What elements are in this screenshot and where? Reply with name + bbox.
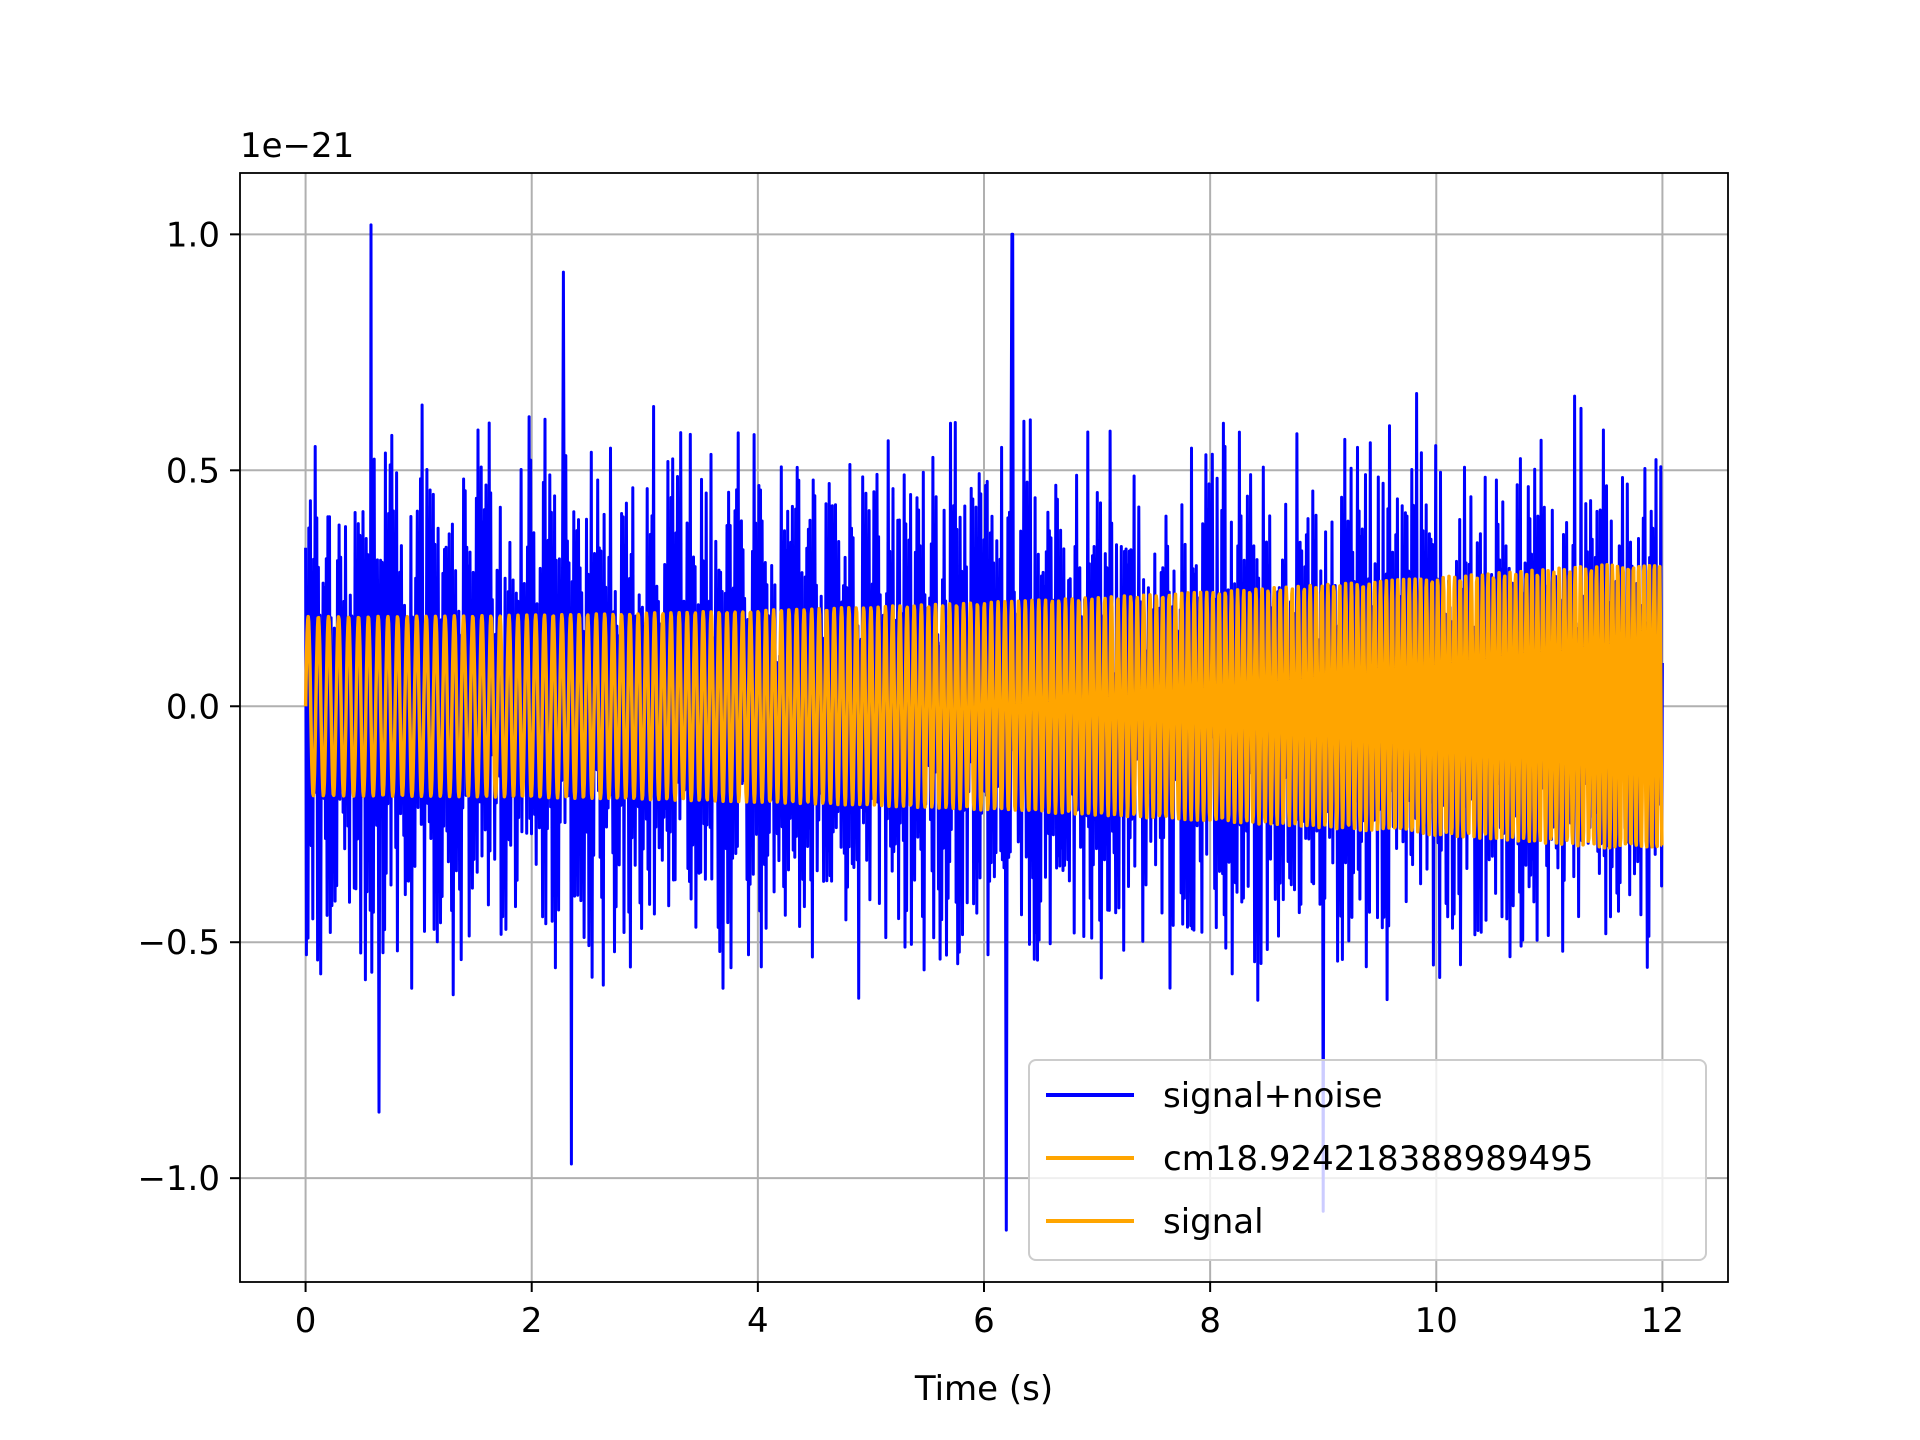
legend: signal+noise cm18.924218388989495 signal (1028, 1059, 1707, 1261)
x-tick-label: 12 (1641, 1301, 1684, 1341)
x-axis-label: Time (s) (914, 1369, 1053, 1409)
x-tick-label: 8 (1199, 1301, 1221, 1341)
legend-box (1028, 1059, 1707, 1261)
y-tick-label: 0.0 (166, 687, 220, 727)
x-tick-label: 4 (747, 1301, 769, 1341)
x-axis: 0 2 4 6 8 10 12 (295, 1282, 1684, 1341)
series-signal (303, 562, 1664, 850)
y-axis: 1.0 0.5 0.0 −0.5 −1.0 (137, 215, 240, 1199)
x-tick-label: 6 (973, 1301, 995, 1341)
legend-label-signal: signal (1163, 1202, 1264, 1242)
y-tick-label: 1.0 (166, 215, 220, 255)
y-offset-text: 1e−21 (240, 126, 354, 166)
y-tick-label: −1.0 (137, 1159, 220, 1199)
y-tick-label: −0.5 (137, 923, 220, 963)
plot-area (303, 223, 1664, 1232)
legend-label-cm: cm18.924218388989495 (1163, 1139, 1593, 1179)
y-tick-label: 0.5 (166, 451, 220, 491)
x-tick-label: 0 (295, 1301, 317, 1341)
x-tick-label: 2 (521, 1301, 543, 1341)
legend-label-signal-noise: signal+noise (1163, 1076, 1383, 1116)
x-tick-label: 10 (1415, 1301, 1458, 1341)
